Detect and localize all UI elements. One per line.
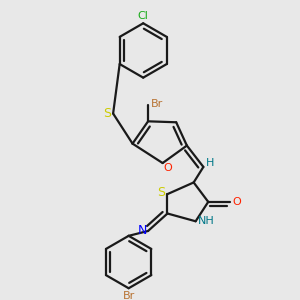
Text: NH: NH (198, 216, 215, 226)
Text: O: O (232, 197, 241, 207)
Text: N: N (137, 224, 147, 238)
Text: H: H (206, 158, 214, 168)
Text: S: S (157, 186, 165, 199)
Text: S: S (103, 107, 111, 120)
Text: Br: Br (122, 291, 135, 300)
Text: Cl: Cl (138, 11, 148, 20)
Text: O: O (163, 163, 172, 173)
Text: Br: Br (151, 99, 163, 109)
